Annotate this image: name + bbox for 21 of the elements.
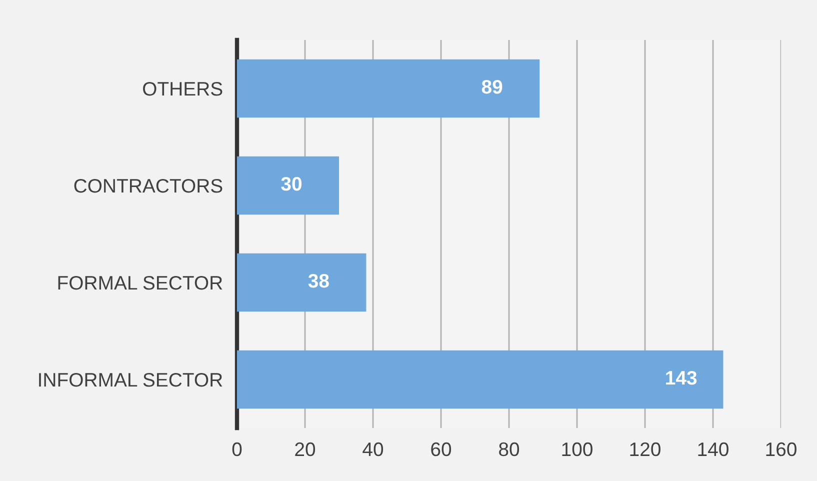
y-tick-label: INFORMAL SECTOR [39, 372, 222, 387]
y-tick-label: FORMAL SECTOR [58, 276, 222, 290]
data-label: 143 [666, 370, 697, 385]
bar [237, 350, 724, 409]
y-tick-label: CONTRACTORS [74, 178, 222, 193]
bar [237, 59, 540, 118]
x-tick-label: 160 [766, 442, 796, 456]
x-tick-label: 40 [362, 442, 384, 456]
x-tick-label: 100 [562, 442, 592, 456]
x-tick-label: 20 [295, 442, 316, 456]
x-tick-label: 60 [431, 442, 452, 456]
bar [237, 156, 339, 215]
bar [237, 253, 366, 312]
x-tick-label: 120 [630, 442, 660, 456]
x-tick-label: 140 [698, 442, 728, 456]
data-label: 38 [308, 274, 329, 288]
x-tick-label: 80 [499, 442, 520, 456]
data-label: 89 [482, 80, 502, 94]
data-label: 30 [281, 176, 302, 191]
y-tick-label: OTHERS [143, 82, 222, 96]
x-tick-label: 0 [232, 442, 242, 456]
